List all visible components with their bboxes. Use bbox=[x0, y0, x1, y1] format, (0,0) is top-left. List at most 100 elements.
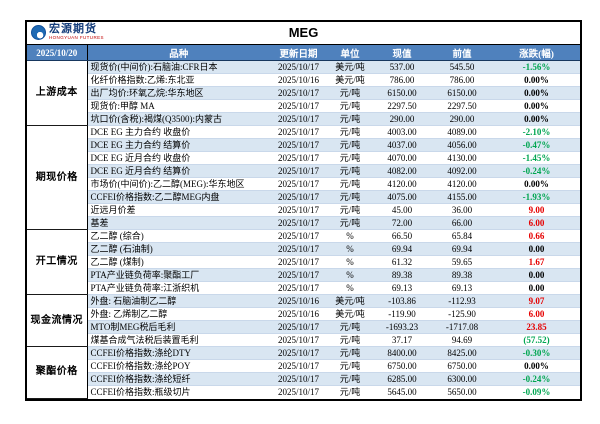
unit-cell: % bbox=[327, 281, 373, 295]
unit-cell: 元/吨 bbox=[327, 112, 373, 126]
table-row: DCE EG 主力合约 结算价 2025/10/17 元/吨 4037.00 4056.… bbox=[27, 138, 580, 152]
table-row: CCFEI价格指数:涤纶短纤 2025/10/17 元/吨 6285.00 6300.0… bbox=[27, 372, 580, 386]
unit-cell: 美元/吨 bbox=[327, 294, 373, 308]
update-date-cell: 2025/10/17 bbox=[270, 229, 327, 243]
table-row: DCE EG 近月合约 收盘价 2025/10/17 元/吨 4070.00 4130.… bbox=[27, 151, 580, 165]
variety-cell: CCFEI价格指数:涤纶短纤 bbox=[87, 372, 270, 386]
previous-value-cell: 4056.00 bbox=[431, 138, 493, 152]
unit-cell: 美元/吨 bbox=[327, 307, 373, 321]
current-value-cell: -119.90 bbox=[373, 307, 431, 321]
current-value-cell: 45.00 bbox=[373, 203, 431, 217]
current-value-cell: 4075.00 bbox=[373, 190, 431, 204]
change-cell: 0.00% bbox=[493, 359, 580, 373]
table-row: 现金流情况 外盘: 石脑油制乙二醇 2025/10/16 美元/吨 -103.86 -11… bbox=[27, 294, 580, 347]
update-date-cell: 2025/10/17 bbox=[270, 242, 327, 256]
variety-cell: CCFEI价格指数:涤纶POY bbox=[87, 359, 270, 373]
change-cell: -0.24% bbox=[493, 372, 580, 386]
table-row: 基差 2025/10/17 元/吨 72.00 66.00 6.00 bbox=[27, 216, 580, 230]
current-value-cell: 69.94 bbox=[373, 242, 431, 256]
previous-value-cell: 4092.00 bbox=[431, 164, 493, 178]
previous-value-cell: 6300.00 bbox=[431, 372, 493, 386]
change-cell: 9.07 bbox=[493, 294, 580, 308]
column-header-update-date: 更新日期 bbox=[270, 45, 327, 61]
table-row: 出厂均价:环氧乙烷:华东地区 2025/10/17 元/吨 6150.00 6150.0… bbox=[27, 86, 580, 100]
change-cell: 0.66 bbox=[493, 229, 580, 243]
column-header-variety: 品种 bbox=[87, 45, 270, 61]
table-row: CCFEI价格指数:乙二醇MEG内盘 2025/10/17 元/吨 4075.00 41… bbox=[27, 190, 580, 204]
previous-value-cell: -1717.08 bbox=[431, 320, 493, 334]
variety-cell: DCE EG 近月合约 收盘价 bbox=[87, 151, 270, 165]
update-date-cell: 2025/10/17 bbox=[270, 372, 327, 386]
unit-cell: 元/吨 bbox=[327, 320, 373, 334]
previous-value-cell: -112.93 bbox=[431, 294, 493, 308]
unit-cell: 元/吨 bbox=[327, 164, 373, 178]
current-value-cell: 4082.00 bbox=[373, 164, 431, 178]
current-value-cell: 786.00 bbox=[373, 73, 431, 87]
previous-value-cell: 786.00 bbox=[431, 73, 493, 87]
table-row: 坑口价(含税):褐煤(Q3500):内蒙古 2025/10/17 元/吨 290.00… bbox=[27, 112, 580, 126]
current-value-cell: 37.17 bbox=[373, 333, 431, 347]
current-value-cell: 4070.00 bbox=[373, 151, 431, 165]
current-value-cell: 66.50 bbox=[373, 229, 431, 243]
change-cell: 23.85 bbox=[493, 320, 580, 334]
variety-cell: 现货价:甲醇 MA bbox=[87, 99, 270, 113]
variety-cell: 外盘: 乙烯制乙二醇 bbox=[87, 307, 270, 321]
current-value-cell: 72.00 bbox=[373, 216, 431, 230]
previous-value-cell: 6150.00 bbox=[431, 86, 493, 100]
brand-logo: 宏源期货 HONGYUAN FUTURES bbox=[31, 24, 104, 41]
previous-value-cell: 36.00 bbox=[431, 203, 493, 217]
current-value-cell: 6285.00 bbox=[373, 372, 431, 386]
change-cell: 6.00 bbox=[493, 216, 580, 230]
update-date-cell: 2025/10/17 bbox=[270, 190, 327, 204]
table-row: CCFEI价格指数:瓶级切片 2025/10/17 元/吨 5645.00 5650.0… bbox=[27, 386, 580, 399]
current-value-cell: 4037.00 bbox=[373, 138, 431, 152]
column-header-unit: 单位 bbox=[327, 45, 373, 61]
column-header-previous: 前值 bbox=[431, 45, 493, 61]
update-date-cell: 2025/10/16 bbox=[270, 307, 327, 321]
unit-cell: 元/吨 bbox=[327, 99, 373, 113]
current-value-cell: 4120.00 bbox=[373, 177, 431, 191]
table-row: 开工情况 乙二醇 (综合) 2025/10/17% 66.50 65.84 0.66 bbox=[27, 229, 580, 295]
current-value-cell: 89.38 bbox=[373, 268, 431, 282]
table-row: 聚酯价格 CCFEI价格指数:涤纶DTY 2025/10/17 元/吨 8400.00 8… bbox=[27, 346, 580, 399]
table-row: 乙二醇 (煤制) 2025/10/17% 61.32 59.65 1.67 bbox=[27, 255, 580, 269]
previous-value-cell: 69.13 bbox=[431, 281, 493, 295]
change-cell: 0.00% bbox=[493, 112, 580, 126]
current-value-cell: 8400.00 bbox=[373, 346, 431, 360]
variety-cell: 化纤价格指数:乙烯:东北亚 bbox=[87, 73, 270, 87]
variety-cell: CCFEI价格指数:乙二醇MEG内盘 bbox=[87, 190, 270, 204]
unit-cell: 美元/吨 bbox=[327, 73, 373, 87]
page-title: MEG bbox=[288, 25, 319, 40]
table-header-row: 2025/10/20 品种 更新日期 单位 现值 前值 涨跌(幅) bbox=[27, 45, 580, 61]
update-date-cell: 2025/10/17 bbox=[277, 387, 319, 397]
variety-cell: 基差 bbox=[87, 216, 270, 230]
unit-cell: 元/吨 bbox=[327, 151, 373, 165]
report-date: 2025/10/20 bbox=[27, 45, 88, 61]
table-row: PTA产业链负荷率:江浙织机 2025/10/17% 69.13 69.13 0.00 bbox=[27, 281, 580, 295]
current-value-cell: 69.13 bbox=[373, 281, 431, 295]
update-date-cell: 2025/10/16 bbox=[270, 73, 327, 87]
unit-cell: 元/吨 bbox=[327, 333, 373, 347]
table-row: PTA产业链负荷率:聚酯工厂 2025/10/17% 89.38 89.38 0.00 bbox=[27, 268, 580, 282]
update-date-cell: 2025/10/17 bbox=[270, 203, 327, 217]
variety-cell: 坑口价(含税):褐煤(Q3500):内蒙古 bbox=[87, 112, 270, 126]
table-row: MTO制MEG税后毛利 2025/10/17 元/吨 -1693.23 -1717.08… bbox=[27, 320, 580, 334]
unit-cell: 元/吨 bbox=[339, 387, 361, 397]
update-date-cell: 2025/10/17 bbox=[270, 151, 327, 165]
unit-cell: 元/吨 bbox=[327, 190, 373, 204]
change-cell: 0.00 bbox=[493, 268, 580, 282]
variety-cell: DCE EG 近月合约 结算价 bbox=[87, 164, 270, 178]
change-cell: -1.56% bbox=[493, 60, 580, 74]
table-row: 现货价:甲醇 MA 2025/10/17 元/吨 2297.50 2297.50 0.00… bbox=[27, 99, 580, 113]
change-cell: -0.24% bbox=[493, 164, 580, 178]
variety-cell: CCFEI价格指数:瓶级切片 bbox=[90, 387, 191, 397]
change-cell: -0.47% bbox=[493, 138, 580, 152]
table-row: 化纤价格指数:乙烯:东北亚 2025/10/16 美元/吨 786.00 786.00 0… bbox=[27, 73, 580, 87]
variety-cell: 出厂均价:环氧乙烷:华东地区 bbox=[87, 86, 270, 100]
table-row: 乙二醇 (石油制) 2025/10/17% 69.94 69.94 0.00 bbox=[27, 242, 580, 256]
unit-cell: 元/吨 bbox=[327, 346, 373, 360]
previous-value-cell: 2297.50 bbox=[431, 99, 493, 113]
update-date-cell: 2025/10/17 bbox=[270, 268, 327, 282]
section-label: 期现价格 bbox=[27, 125, 88, 230]
update-date-cell: 2025/10/17 bbox=[270, 112, 327, 126]
